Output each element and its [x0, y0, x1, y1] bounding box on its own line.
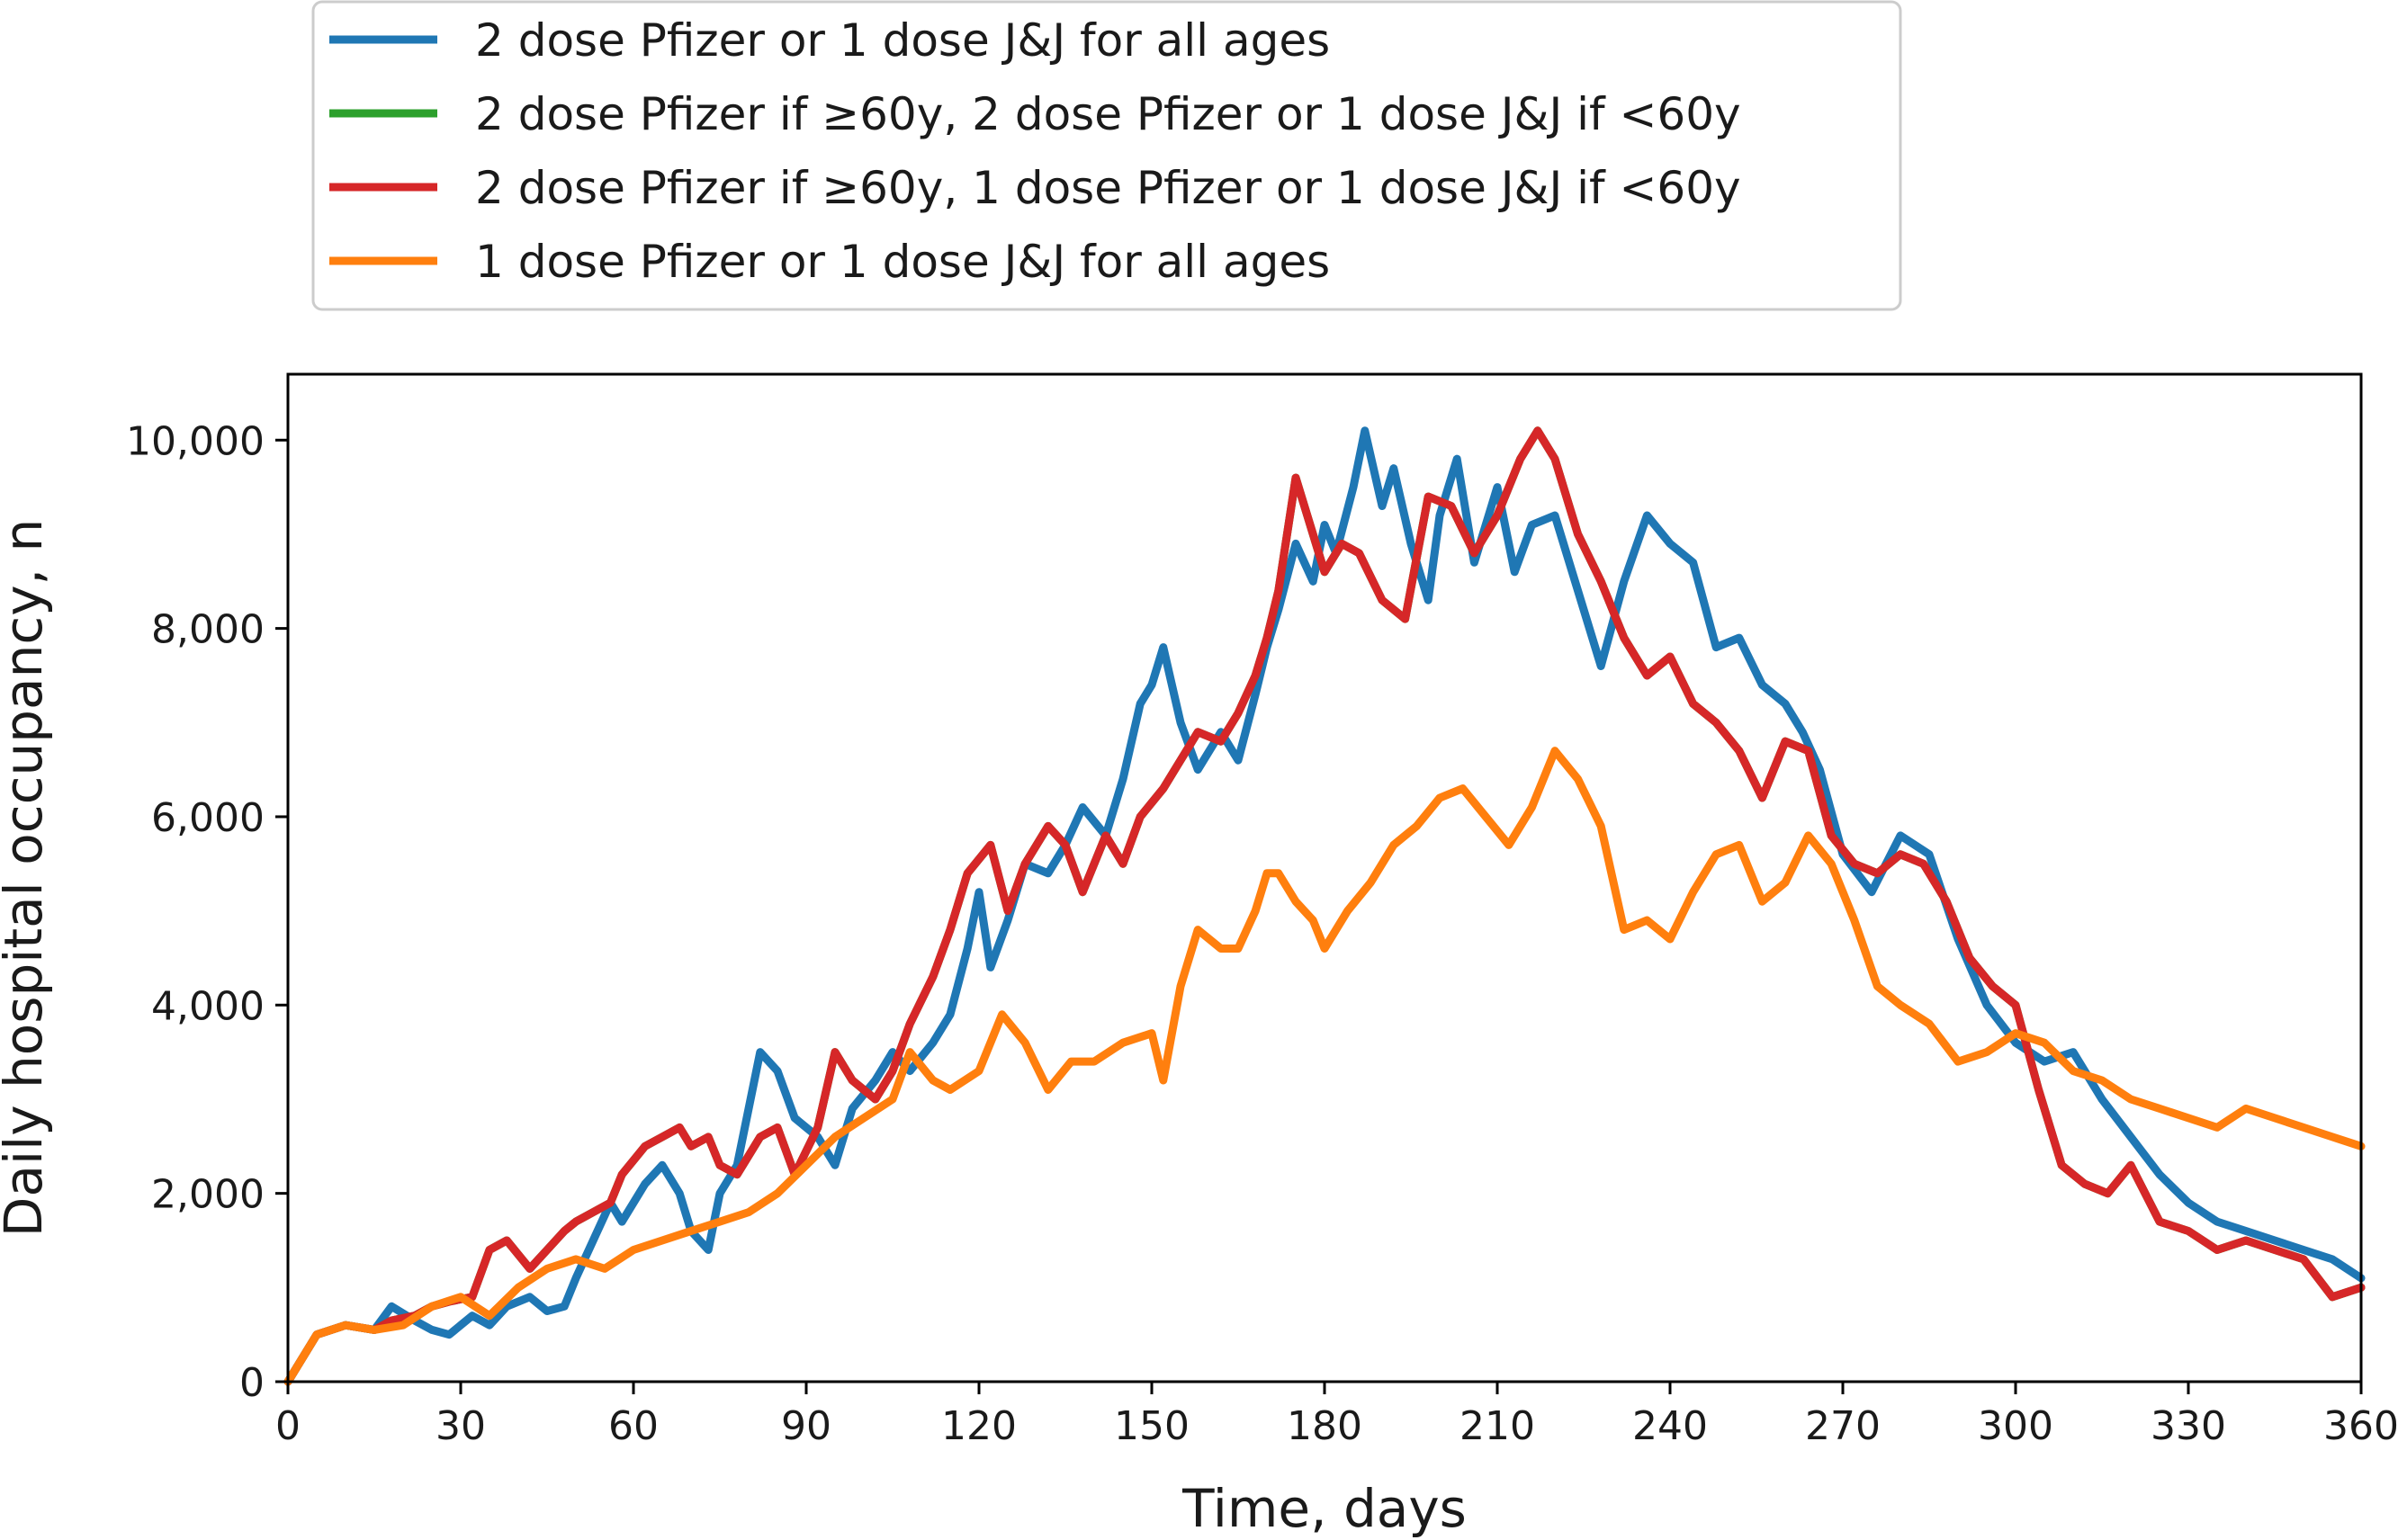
y-tick-label: 6,000	[151, 795, 265, 841]
y-tick-label: 8,000	[151, 607, 265, 653]
x-tick-label: 60	[608, 1403, 659, 1449]
legend-label-2: 2 dose Pfizer if ≥60y, 2 dose Pfizer or …	[475, 88, 1741, 140]
x-tick-label: 360	[2323, 1403, 2399, 1449]
x-tick-label: 0	[275, 1403, 301, 1449]
legend: 2 dose Pfizer or 1 dose J&J for all ages…	[311, 0, 1902, 311]
y-axis-label: Daily hospital occupancy, n	[0, 519, 54, 1237]
y-tick-label: 4,000	[151, 983, 265, 1029]
x-tick-label: 120	[941, 1403, 1017, 1449]
legend-label-4: 1 dose Pfizer or 1 dose J&J for all ages	[475, 236, 1330, 288]
x-tick-label: 180	[1287, 1403, 1362, 1449]
series-line-3	[283, 426, 2366, 1386]
x-tick-label: 30	[436, 1403, 486, 1449]
x-tick-label: 210	[1459, 1403, 1535, 1449]
x-axis-label: Time, days	[1181, 1478, 1467, 1539]
x-tick-label: 330	[2151, 1403, 2226, 1449]
y-tick-label: 2,000	[151, 1172, 265, 1218]
series-line-4	[283, 747, 2366, 1386]
x-tick-label: 300	[1978, 1403, 2053, 1449]
legend-label-3: 2 dose Pfizer if ≥60y, 1 dose Pfizer or …	[475, 162, 1741, 214]
legend-frame	[311, 0, 1902, 311]
y-tick-label: 0	[239, 1360, 265, 1406]
x-tick-label: 270	[1805, 1403, 1881, 1449]
x-tick-label: 90	[781, 1403, 831, 1449]
legend-label-1: 2 dose Pfizer or 1 dose J&J for all ages	[475, 14, 1330, 67]
plot-area: 0 30 60 90 120 150 180 210 240 270 300 330 360 0 2,00…	[126, 372, 2399, 1449]
x-tick-label: 150	[1114, 1403, 1190, 1449]
y-tick-label: 10,000	[126, 418, 265, 464]
series-line-1	[283, 426, 2366, 1386]
x-tick-label: 240	[1632, 1403, 1708, 1449]
